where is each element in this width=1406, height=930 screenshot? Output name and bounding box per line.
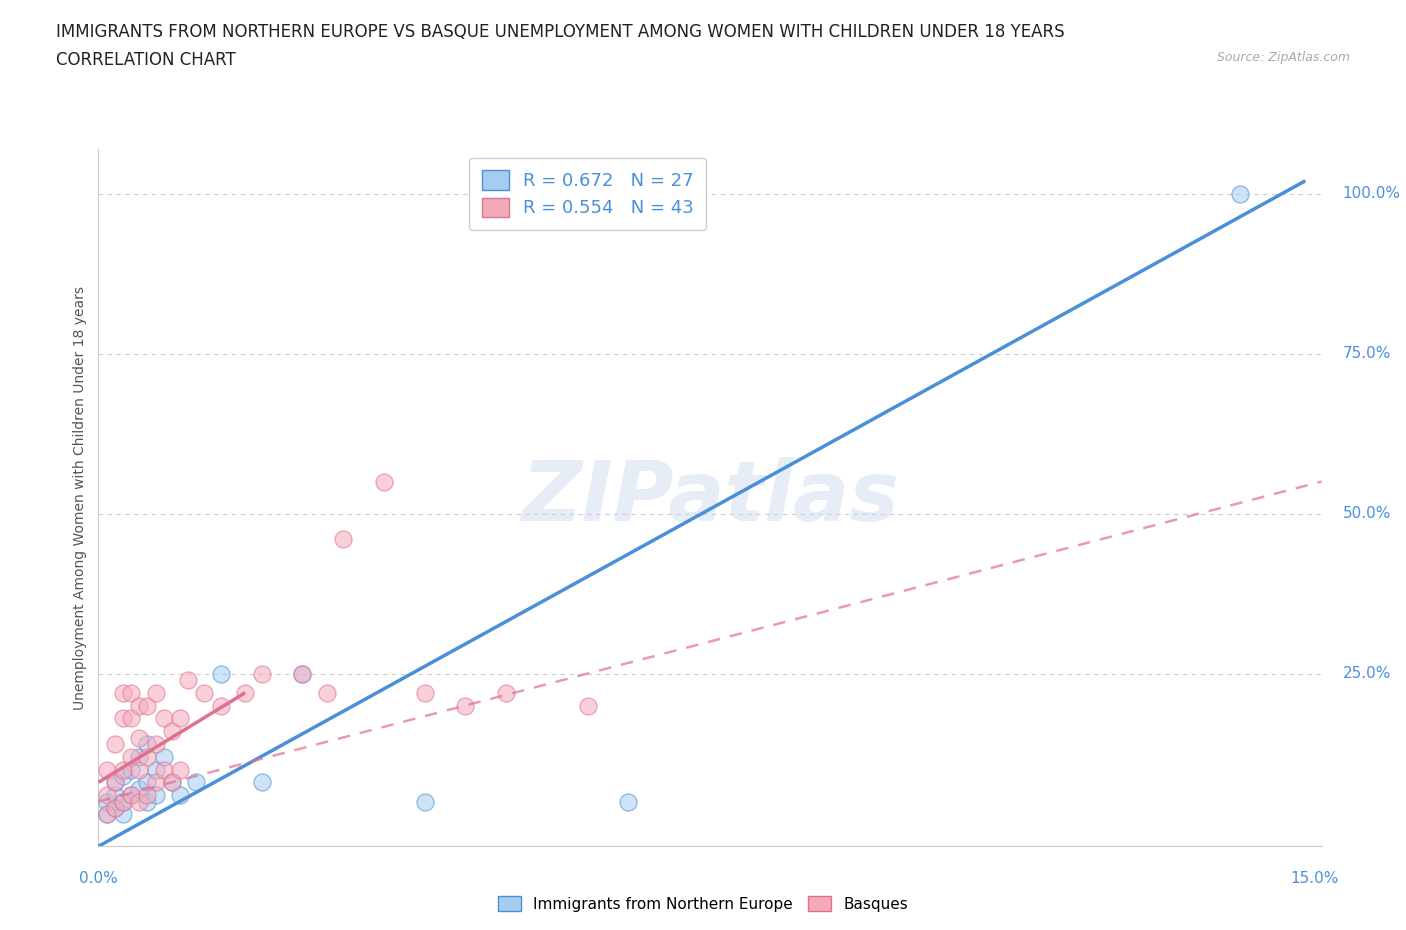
Point: [136, 775, 159, 790]
Point: [104, 775, 127, 790]
Point: [160, 724, 183, 738]
Point: [136, 737, 159, 751]
Point: [145, 737, 167, 751]
Point: [233, 685, 256, 700]
Point: [120, 711, 142, 725]
Text: 15.0%: 15.0%: [1291, 871, 1339, 886]
Point: [104, 788, 127, 803]
Point: [169, 788, 191, 803]
Point: [111, 768, 134, 783]
Point: [152, 750, 174, 764]
Point: [160, 775, 183, 790]
Text: CORRELATION CHART: CORRELATION CHART: [56, 51, 236, 69]
Legend: Immigrants from Northern Europe, Basques: Immigrants from Northern Europe, Basques: [492, 889, 914, 918]
Point: [111, 685, 134, 700]
Point: [120, 685, 142, 700]
Point: [152, 762, 174, 777]
Point: [136, 750, 159, 764]
Point: [250, 775, 273, 790]
Point: [111, 807, 134, 822]
Point: [104, 801, 127, 816]
Point: [111, 794, 134, 809]
Point: [120, 788, 142, 803]
Point: [128, 762, 150, 777]
Legend: R = 0.672   N = 27, R = 0.554   N = 43: R = 0.672 N = 27, R = 0.554 N = 43: [470, 158, 706, 230]
Point: [413, 794, 436, 809]
Point: [120, 788, 142, 803]
Point: [186, 775, 208, 790]
Point: [169, 711, 191, 725]
Point: [454, 698, 477, 713]
Point: [96, 794, 118, 809]
Point: [145, 775, 167, 790]
Text: 75.0%: 75.0%: [1343, 346, 1391, 361]
Point: [111, 794, 134, 809]
Point: [145, 685, 167, 700]
Text: 0.0%: 0.0%: [79, 871, 118, 886]
Text: 25.0%: 25.0%: [1343, 666, 1391, 681]
Point: [250, 666, 273, 681]
Text: 50.0%: 50.0%: [1343, 506, 1391, 521]
Text: ZIPatlas: ZIPatlas: [522, 457, 898, 538]
Point: [136, 698, 159, 713]
Point: [152, 711, 174, 725]
Point: [128, 750, 150, 764]
Point: [169, 762, 191, 777]
Point: [128, 730, 150, 745]
Point: [136, 788, 159, 803]
Y-axis label: Unemployment Among Women with Children Under 18 years: Unemployment Among Women with Children U…: [73, 286, 87, 710]
Point: [332, 532, 354, 547]
Point: [96, 762, 118, 777]
Point: [120, 750, 142, 764]
Point: [291, 666, 314, 681]
Point: [291, 666, 314, 681]
Point: [96, 807, 118, 822]
Point: [96, 807, 118, 822]
Point: [111, 711, 134, 725]
Text: IMMIGRANTS FROM NORTHERN EUROPE VS BASQUE UNEMPLOYMENT AMONG WOMEN WITH CHILDREN: IMMIGRANTS FROM NORTHERN EUROPE VS BASQU…: [56, 23, 1064, 41]
Point: [177, 672, 200, 687]
Point: [120, 762, 142, 777]
Point: [128, 781, 150, 796]
Point: [315, 685, 337, 700]
Point: [193, 685, 215, 700]
Point: [576, 698, 599, 713]
Text: 100.0%: 100.0%: [1343, 186, 1400, 201]
Point: [1229, 186, 1251, 201]
Point: [104, 737, 127, 751]
Point: [413, 685, 436, 700]
Point: [145, 762, 167, 777]
Point: [96, 788, 118, 803]
Point: [373, 474, 395, 489]
Point: [128, 794, 150, 809]
Point: [495, 685, 517, 700]
Point: [136, 794, 159, 809]
Point: [160, 775, 183, 790]
Point: [617, 794, 640, 809]
Text: Source: ZipAtlas.com: Source: ZipAtlas.com: [1216, 51, 1350, 64]
Point: [111, 762, 134, 777]
Point: [104, 801, 127, 816]
Point: [104, 775, 127, 790]
Point: [145, 788, 167, 803]
Point: [128, 698, 150, 713]
Point: [209, 666, 232, 681]
Point: [209, 698, 232, 713]
